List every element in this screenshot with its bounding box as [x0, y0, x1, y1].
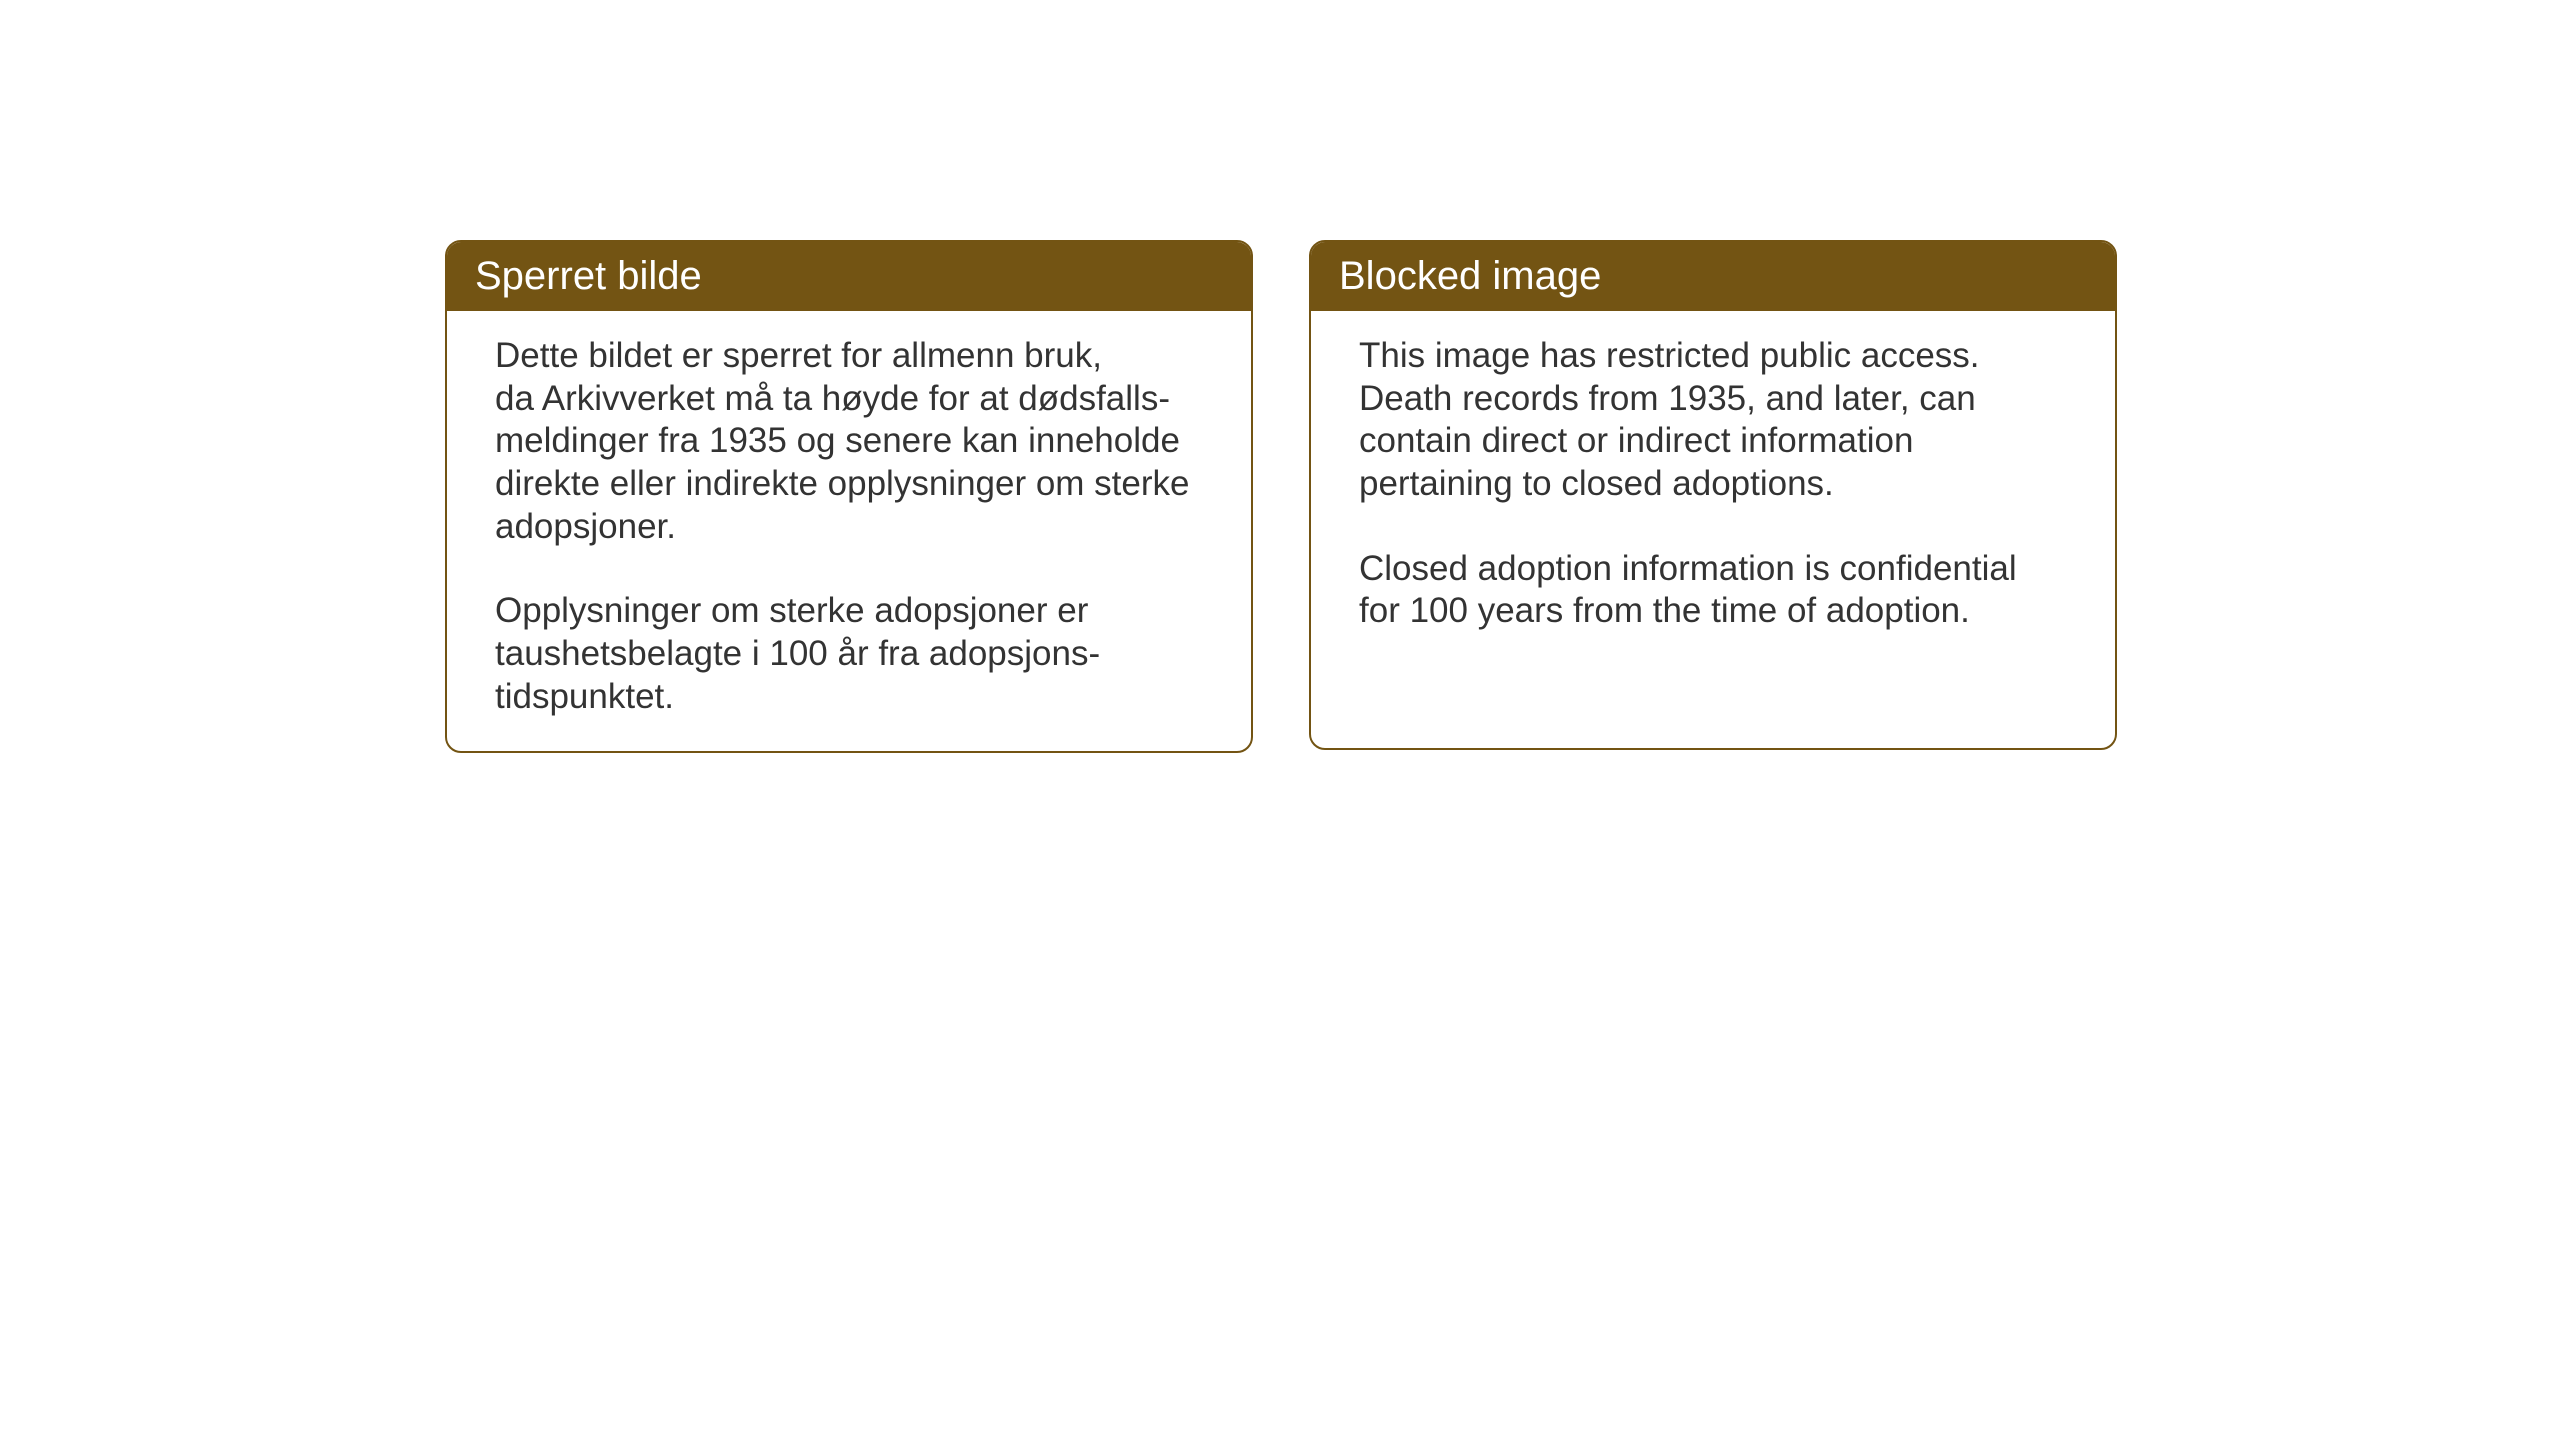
text-line: Dette bildet er sperret for allmenn bruk…	[495, 335, 1203, 378]
paragraph-2-english: Closed adoption information is confident…	[1359, 548, 2067, 633]
text-line: This image has restricted public access.	[1359, 335, 2067, 378]
text-line: Closed adoption information is confident…	[1359, 548, 2067, 591]
text-line: for 100 years from the time of adoption.	[1359, 590, 2067, 633]
card-title-norwegian: Sperret bilde	[447, 242, 1251, 311]
card-title-english: Blocked image	[1311, 242, 2115, 311]
paragraph-2-norwegian: Opplysninger om sterke adopsjoner er tau…	[495, 590, 1203, 718]
text-line: tidspunktet.	[495, 676, 1203, 719]
notice-card-english: Blocked image This image has restricted …	[1309, 240, 2117, 750]
text-line: contain direct or indirect information	[1359, 420, 2067, 463]
text-line: pertaining to closed adoptions.	[1359, 463, 2067, 506]
notice-card-norwegian: Sperret bilde Dette bildet er sperret fo…	[445, 240, 1253, 753]
paragraph-1-english: This image has restricted public access.…	[1359, 335, 2067, 506]
notice-container: Sperret bilde Dette bildet er sperret fo…	[445, 240, 2117, 753]
card-body-english: This image has restricted public access.…	[1311, 311, 2115, 665]
text-line: meldinger fra 1935 og senere kan innehol…	[495, 420, 1203, 463]
paragraph-1-norwegian: Dette bildet er sperret for allmenn bruk…	[495, 335, 1203, 548]
text-line: Death records from 1935, and later, can	[1359, 378, 2067, 421]
text-line: direkte eller indirekte opplysninger om …	[495, 463, 1203, 506]
card-body-norwegian: Dette bildet er sperret for allmenn bruk…	[447, 311, 1251, 751]
text-line: adopsjoner.	[495, 506, 1203, 549]
text-line: Opplysninger om sterke adopsjoner er	[495, 590, 1203, 633]
text-line: da Arkivverket må ta høyde for at dødsfa…	[495, 378, 1203, 421]
text-line: taushetsbelagte i 100 år fra adopsjons-	[495, 633, 1203, 676]
